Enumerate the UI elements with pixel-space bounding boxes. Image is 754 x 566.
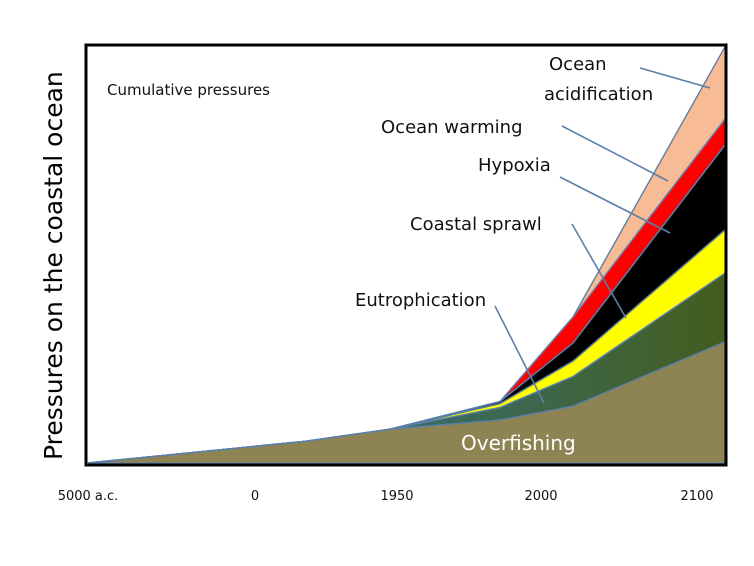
x-tick-2: 1950 [380, 489, 413, 504]
eutrophication-label: Eutrophication [355, 290, 486, 311]
overfishing-label: Overfishing [461, 431, 576, 455]
plot-frame [84, 43, 728, 467]
ocean-warming-label: Ocean warming [381, 117, 523, 138]
hypoxia-label: Hypoxia [478, 155, 551, 176]
x-axis-ticks: 5000 a.c. 0 1950 2000 2100 [58, 489, 714, 504]
x-tick-1: 0 [251, 489, 259, 504]
y-axis-label: Pressures on the coastal ocean [39, 71, 68, 460]
x-tick-3: 2000 [524, 489, 557, 504]
leader-line-warming [561, 125, 669, 182]
stacked-areas [87, 42, 727, 464]
ocean-label-line1: Ocean [549, 54, 607, 75]
ocean-label-line2: acidification [544, 84, 653, 105]
chart-title: Cumulative pressures [107, 81, 270, 99]
coastal-sprawl-label: Coastal sprawl [410, 214, 542, 235]
x-tick-0: 5000 a.c. [58, 489, 119, 504]
x-tick-4: 2100 [680, 489, 713, 504]
leader-line-hypoxia [559, 176, 671, 234]
leader-line-ocean [639, 67, 711, 89]
leader-line-sprawl [571, 223, 627, 319]
leader-line-eutro [494, 305, 545, 404]
